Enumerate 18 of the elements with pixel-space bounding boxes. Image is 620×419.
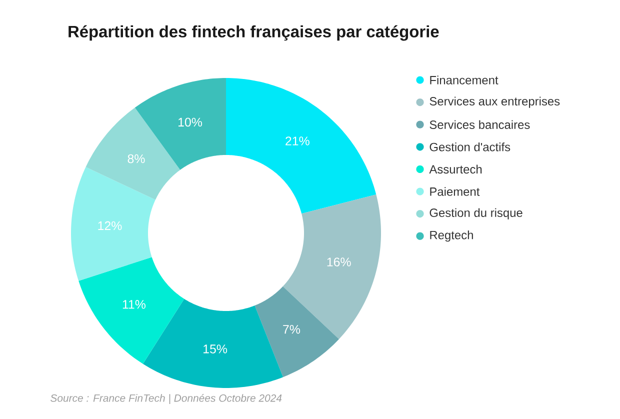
data-label: 16% — [327, 258, 351, 266]
legend-label: Regtech — [430, 230, 473, 242]
legend-label: Services bancaires — [430, 120, 530, 129]
data-label: 10% — [178, 118, 202, 127]
legend-label: Financement — [430, 76, 498, 84]
data-label: 7% — [283, 324, 300, 334]
legend-label: Gestion d'actifs — [430, 142, 510, 152]
legend-label: Assurtech — [429, 164, 482, 174]
data-label: 12% — [98, 221, 122, 230]
legend-label: Services aux entreprises — [430, 96, 560, 108]
data-label: 21% — [286, 136, 310, 146]
legend-label: Paiement — [430, 187, 480, 196]
chart-title: Répartition des fintech françaises par catégorie — [68, 25, 439, 41]
data-label: 11% — [122, 300, 146, 309]
legend-label: Gestion du risque — [430, 208, 522, 220]
source-note: Source : France FinTech | Données Octobre 2024 — [50, 394, 282, 404]
data-label: 15% — [204, 344, 228, 354]
data-label: 8% — [128, 154, 145, 164]
